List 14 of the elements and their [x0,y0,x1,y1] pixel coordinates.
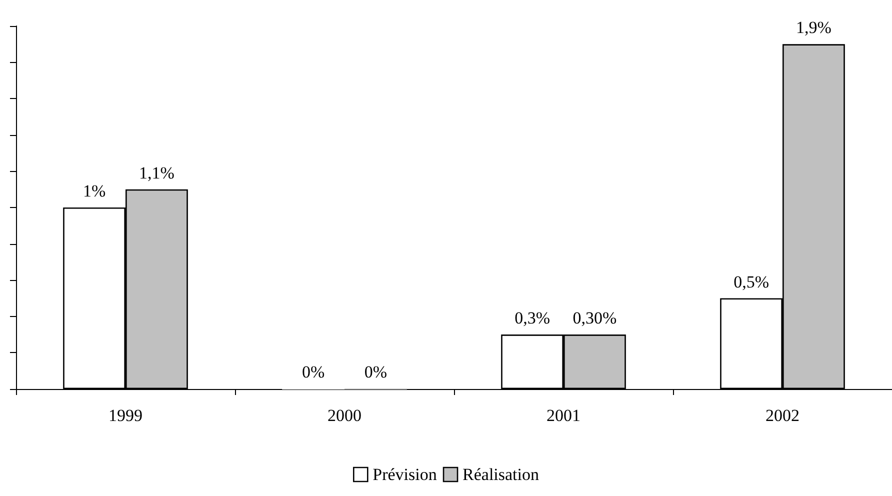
data-label: 0% [364,362,388,382]
data-label: 1,1% [138,163,174,182]
x-tick-label: 2001 [546,406,580,425]
data-label: 0,3% [514,308,550,328]
legend-label: Réalisation [462,465,540,484]
legend-label: Prévision [372,465,438,484]
data-label: 0,30% [572,308,617,328]
x-tick-label: 2002 [766,406,800,425]
data-label: 1,9% [796,18,832,38]
data-label: 0,5% [734,272,770,292]
x-tick-label: 2000 [328,406,362,425]
data-label: 0% [302,362,325,382]
x-tick-label: 1999 [108,406,142,425]
data-label: 1% [82,182,106,200]
